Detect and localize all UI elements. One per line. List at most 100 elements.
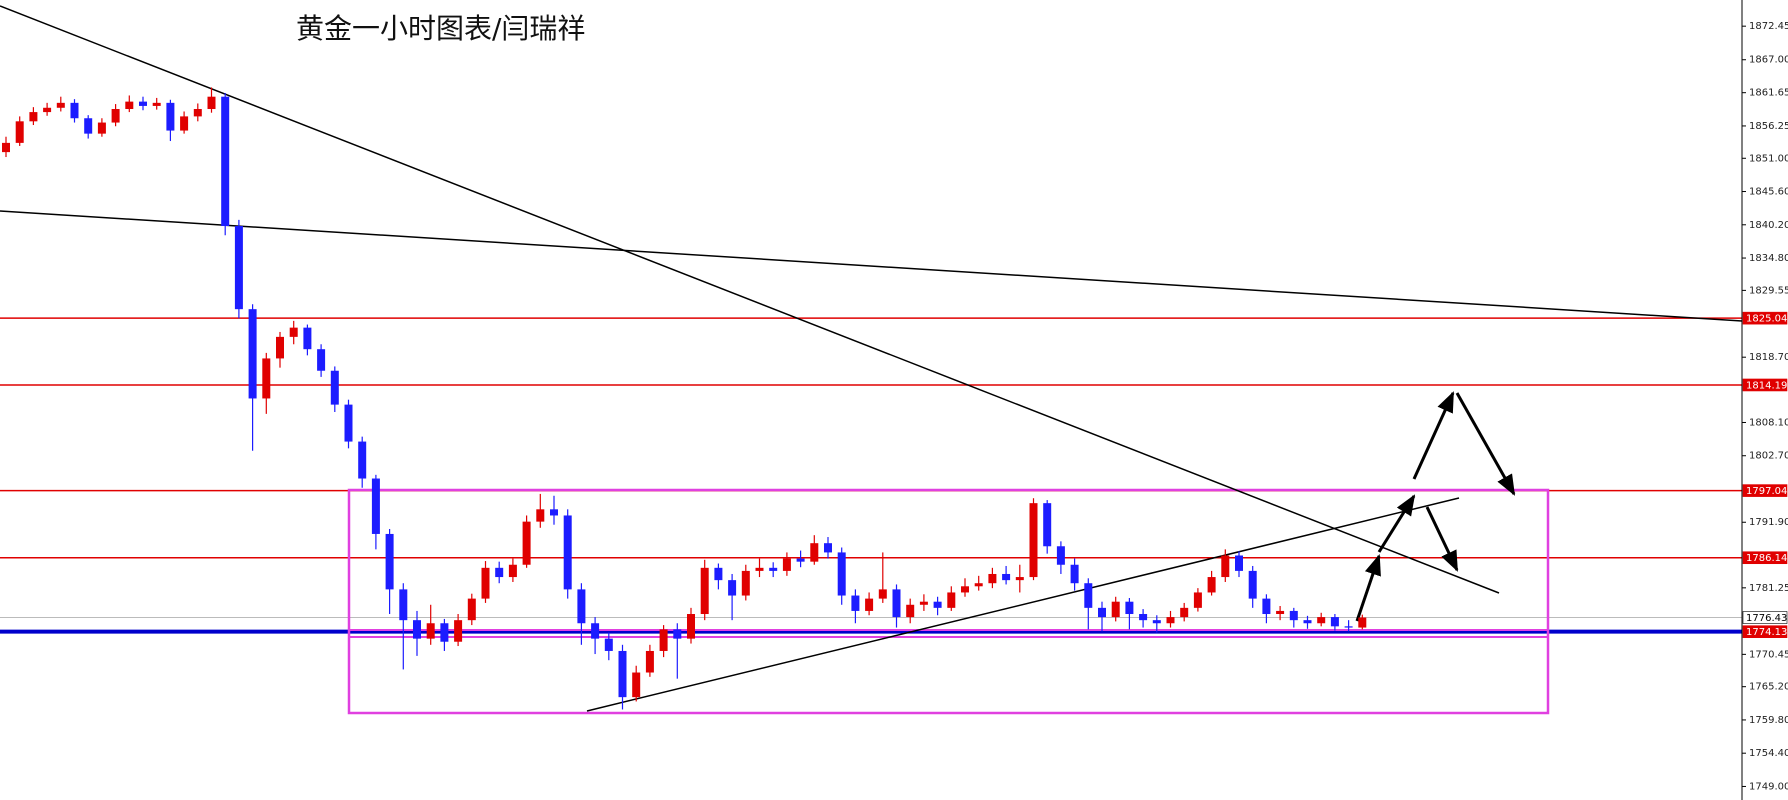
price-level-box [1742, 311, 1788, 325]
candle-body [2, 142, 10, 153]
candle-body [632, 672, 641, 698]
candle-body [111, 109, 120, 123]
candle-body [495, 567, 504, 578]
candle-body [865, 598, 874, 611]
candle-body [1344, 626, 1353, 628]
candle-body [741, 570, 750, 596]
candle-body [687, 614, 695, 639]
candle-body [467, 598, 476, 621]
y-tick-label: 1856.25 [1749, 121, 1788, 132]
candle-body [974, 583, 983, 587]
candle-body [878, 589, 887, 599]
candle-body [1180, 607, 1189, 618]
candle-body [851, 595, 860, 611]
candle-body [796, 558, 805, 562]
price-level-label: 1825.04 [1746, 314, 1787, 325]
candle-body [440, 623, 449, 642]
candle-body [1303, 620, 1312, 624]
price-level-box [1742, 551, 1788, 565]
axis: 1872.45 1867.00 1861.65 1856.25 1851.00 1845.… [1742, 21, 1788, 792]
candle-body [1111, 601, 1120, 618]
candle-body [536, 509, 545, 522]
candle-body [824, 543, 832, 553]
candle-body [659, 629, 668, 651]
candle-body [289, 327, 298, 337]
y-tick-label: 1791.90 [1749, 517, 1788, 528]
y-tick-label: 1867.00 [1749, 55, 1788, 66]
candle-body [385, 533, 394, 590]
candle-body [1289, 610, 1298, 621]
chart-title: 黄金一小时图表/闫瑞祥 [296, 12, 585, 45]
candle-body [84, 118, 93, 134]
candle-body [522, 521, 531, 565]
candle-body [1070, 564, 1079, 584]
candle-body [604, 638, 613, 651]
candle-body [1193, 592, 1202, 608]
levels [0, 317, 1742, 634]
support-box [348, 629, 1549, 638]
candle-body [166, 102, 175, 131]
candle-body [481, 567, 490, 599]
candle-body [782, 558, 791, 571]
price-level-label: 1797.04 [1746, 486, 1787, 497]
candle-body [1330, 617, 1339, 627]
trend-line [0, 5, 1500, 594]
candle-body [1125, 601, 1134, 615]
candles [2, 87, 1367, 710]
candle-body [1084, 583, 1093, 608]
candle-body [139, 101, 147, 106]
candle-body [152, 102, 161, 106]
arrow [1425, 506, 1459, 572]
candle-body [714, 567, 723, 581]
candle-body [1358, 617, 1367, 628]
y-tick-label: 1834.80 [1749, 253, 1788, 264]
price-level-label: 1776.43 [1746, 613, 1787, 624]
candle-body [1221, 555, 1230, 578]
price-level-box [1742, 484, 1788, 497]
y-tick-label: 1781.25 [1749, 583, 1788, 594]
candle-body [961, 586, 969, 593]
candle-body [933, 601, 942, 608]
candle-body [1043, 503, 1052, 547]
y-tick-label: 1845.60 [1749, 187, 1788, 198]
price-level-label: 1786.14 [1746, 553, 1787, 564]
price-level-label: 1774.13 [1746, 627, 1787, 638]
y-tick-label: 1770.45 [1749, 649, 1788, 660]
candle-body [919, 601, 928, 605]
candle-body [645, 650, 654, 673]
candle-body [207, 96, 216, 110]
candle-body [97, 122, 106, 134]
y-tick-label: 1749.00 [1749, 781, 1788, 792]
candle-body [413, 620, 421, 639]
candle-body [1166, 617, 1175, 624]
candle-body [276, 336, 284, 359]
y-tick-label: 1861.65 [1749, 88, 1788, 99]
y-tick-label: 1840.20 [1749, 220, 1788, 231]
y-tick-label: 1765.20 [1749, 682, 1788, 693]
arrow [1412, 391, 1455, 480]
candle-body [618, 650, 627, 698]
price-level-box [1742, 625, 1788, 638]
candle-body [947, 592, 956, 608]
candle-body [56, 102, 65, 108]
y-tick-label: 1829.55 [1749, 285, 1788, 296]
candle-body [303, 327, 312, 350]
candle-body [454, 620, 463, 642]
candle-body [1015, 577, 1024, 581]
candle-body [371, 478, 380, 534]
candle-body [591, 623, 600, 639]
candle-body [673, 629, 682, 639]
candle-body [755, 567, 764, 571]
candle-body [1317, 617, 1326, 624]
y-tick-label: 1872.45 [1749, 21, 1788, 32]
candle-body [43, 107, 52, 113]
candle-body [1235, 555, 1243, 571]
candle-body [892, 589, 901, 618]
candle-body [508, 564, 517, 578]
candle-body [248, 309, 257, 399]
drawings [0, 5, 1743, 715]
candle-body [262, 358, 271, 399]
price-level-box [1742, 611, 1788, 624]
candle-body [700, 567, 709, 615]
